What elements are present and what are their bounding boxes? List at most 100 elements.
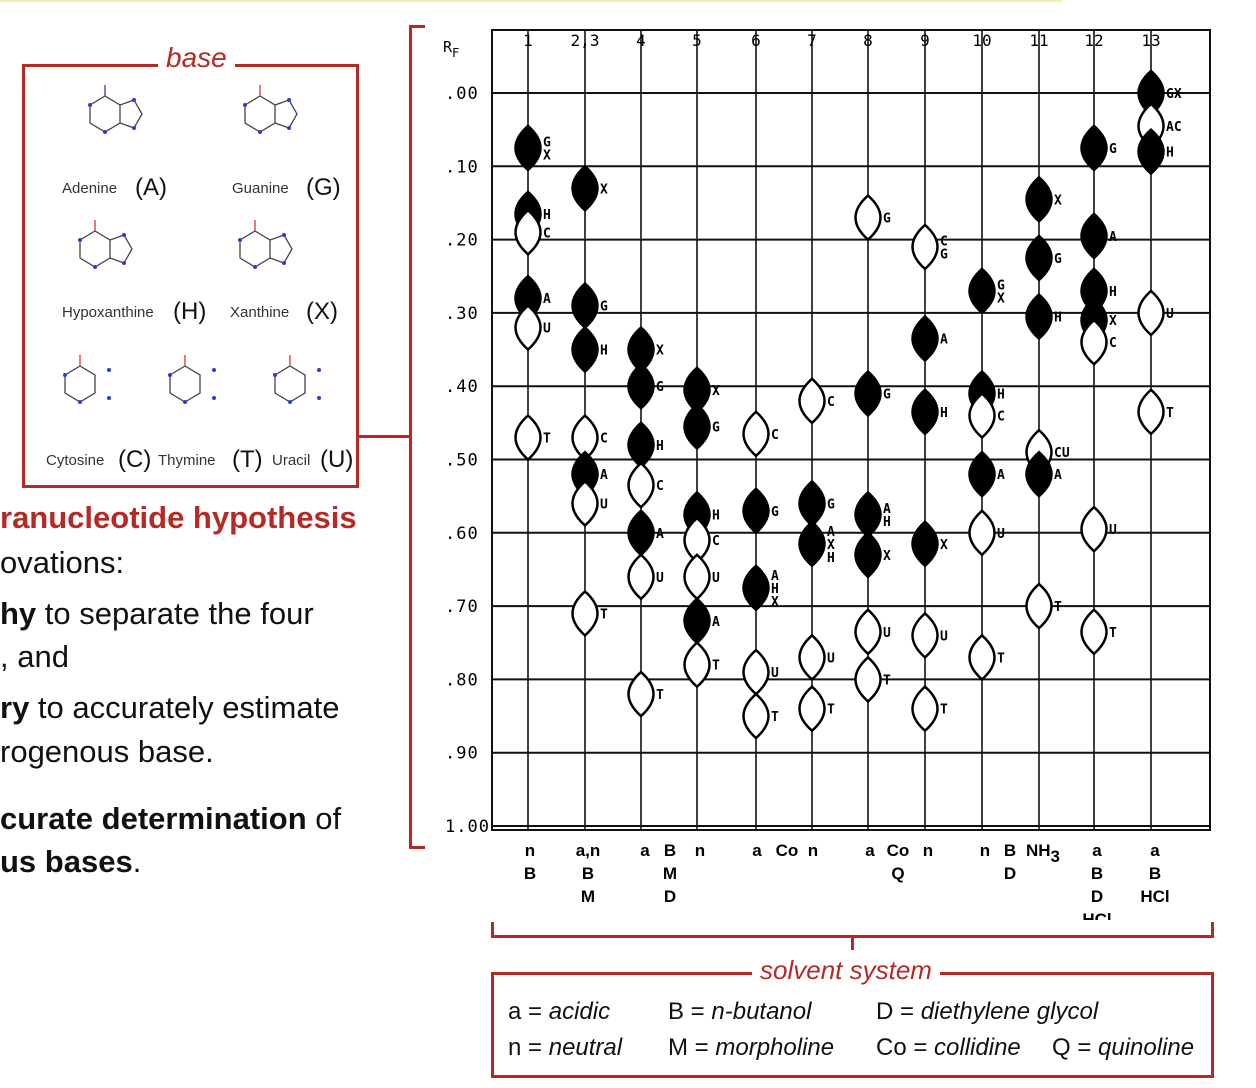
- filled-spot: [571, 325, 599, 374]
- open-spot: [627, 553, 655, 601]
- spot-label: G: [771, 505, 779, 520]
- cytosine-structure-icon: [63, 355, 111, 404]
- solvent-code-label: n: [525, 841, 535, 860]
- legend-separator: =: [1070, 1034, 1099, 1061]
- text-line: ovations:: [0, 545, 125, 580]
- text-line: rogenous base.: [0, 734, 214, 769]
- atom: [78, 400, 82, 404]
- rf-axis-subscript: F: [452, 46, 459, 60]
- spot-label: T: [1166, 406, 1174, 421]
- spot-label: U: [543, 322, 551, 337]
- spot-label: H: [656, 439, 664, 454]
- spot-label: X: [940, 538, 948, 553]
- ring-shape: [239, 230, 271, 268]
- atom: [132, 98, 136, 102]
- ring-shape: [79, 230, 111, 268]
- spot-label: U: [1109, 523, 1117, 538]
- text-line: curate determination of: [0, 801, 341, 837]
- y-tick-label: 1.00: [445, 817, 490, 837]
- legend-separator: =: [906, 1034, 935, 1061]
- filled-spot: [683, 402, 711, 451]
- solvent-code-label: B: [1091, 864, 1103, 883]
- rf-axis-label: RF: [443, 38, 459, 60]
- spot-label: C: [543, 226, 551, 241]
- filled-spot: [911, 388, 939, 436]
- filled-spot: [1025, 292, 1053, 341]
- solvent-code-label: HCl: [1140, 887, 1169, 906]
- spot-label: U: [940, 629, 948, 644]
- spot-label: H: [940, 406, 948, 421]
- legend-value: neutral: [548, 1034, 623, 1061]
- spot-label: T: [1054, 600, 1062, 615]
- solvent-code-label: B: [524, 864, 536, 883]
- text-line: hy to separate the four: [0, 596, 314, 632]
- y-tick-label: .70: [445, 597, 479, 617]
- spot-label: H: [883, 515, 891, 530]
- solvent-code-label: Co: [887, 841, 910, 860]
- legend-value: collidine: [934, 1034, 1021, 1061]
- spot-label: A: [771, 569, 779, 584]
- atom: [122, 233, 126, 237]
- spot-label: T: [712, 659, 720, 674]
- spot-label: H: [997, 388, 1005, 403]
- solvent-code-label: a: [752, 841, 762, 860]
- open-spot: [1080, 318, 1108, 366]
- column-number-label: 1: [523, 31, 533, 50]
- solvent-code-label: a: [865, 841, 875, 860]
- filled-spot: [742, 564, 770, 612]
- open-spot: [1137, 388, 1165, 436]
- spot-label: G: [827, 497, 835, 512]
- spot-label: U: [656, 571, 664, 586]
- column-number-label: 12: [1084, 31, 1103, 50]
- thymine-structure-icon: [168, 355, 216, 404]
- column-number-label: 7: [807, 31, 817, 50]
- molecule-letter: (C): [118, 446, 152, 473]
- spot-label: U: [771, 666, 779, 681]
- y-tick-label: .80: [445, 670, 479, 690]
- spot-label: H: [1109, 285, 1117, 300]
- text: .: [132, 844, 142, 879]
- atom: [238, 238, 242, 242]
- ring-shape: [64, 365, 96, 403]
- spot-label: A: [1109, 230, 1117, 245]
- spot-label: H: [1166, 146, 1174, 161]
- molecule-name: Guanine: [232, 180, 289, 197]
- atom: [287, 126, 291, 130]
- text: of: [306, 801, 342, 836]
- spot-label: C: [997, 410, 1005, 425]
- spot-label: H: [827, 551, 835, 566]
- atom: [107, 368, 111, 372]
- atom: [122, 261, 126, 265]
- molecule-letter: (X): [306, 298, 338, 325]
- legend-value: acidic: [548, 998, 611, 1025]
- molecule-letter: (G): [306, 174, 341, 201]
- filled-spot: [854, 531, 882, 579]
- spot-label: G: [1054, 252, 1062, 267]
- legend-entry-b: B = n-butanol: [668, 998, 811, 1026]
- open-spot: [911, 685, 939, 733]
- open-spot: [571, 589, 599, 638]
- spot-label: A: [712, 615, 720, 630]
- ring-shape: [244, 95, 276, 133]
- atom: [63, 373, 67, 377]
- atom: [317, 368, 321, 372]
- legend-key: Q: [1052, 1034, 1071, 1061]
- text: to accurately estimate: [29, 690, 340, 725]
- y-tick-label: .90: [445, 744, 479, 764]
- open-spot: [968, 391, 996, 440]
- spot-label: GX: [1166, 87, 1182, 102]
- open-spot: [854, 193, 882, 242]
- spot-label: H: [712, 508, 720, 523]
- spot-label: T: [656, 688, 664, 703]
- legend-entry-n: n = neutral: [508, 1034, 622, 1062]
- spot-label: C: [940, 234, 948, 249]
- filled-spot: [1080, 124, 1108, 172]
- spot-label: U: [883, 626, 891, 641]
- top-divider: [0, 0, 1062, 2]
- spot-label: X: [656, 344, 664, 359]
- filled-spot: [1025, 175, 1053, 223]
- filled-spot: [514, 124, 542, 172]
- atom: [132, 126, 136, 130]
- chart-bracket: [409, 25, 425, 849]
- filled-spot: [798, 520, 826, 568]
